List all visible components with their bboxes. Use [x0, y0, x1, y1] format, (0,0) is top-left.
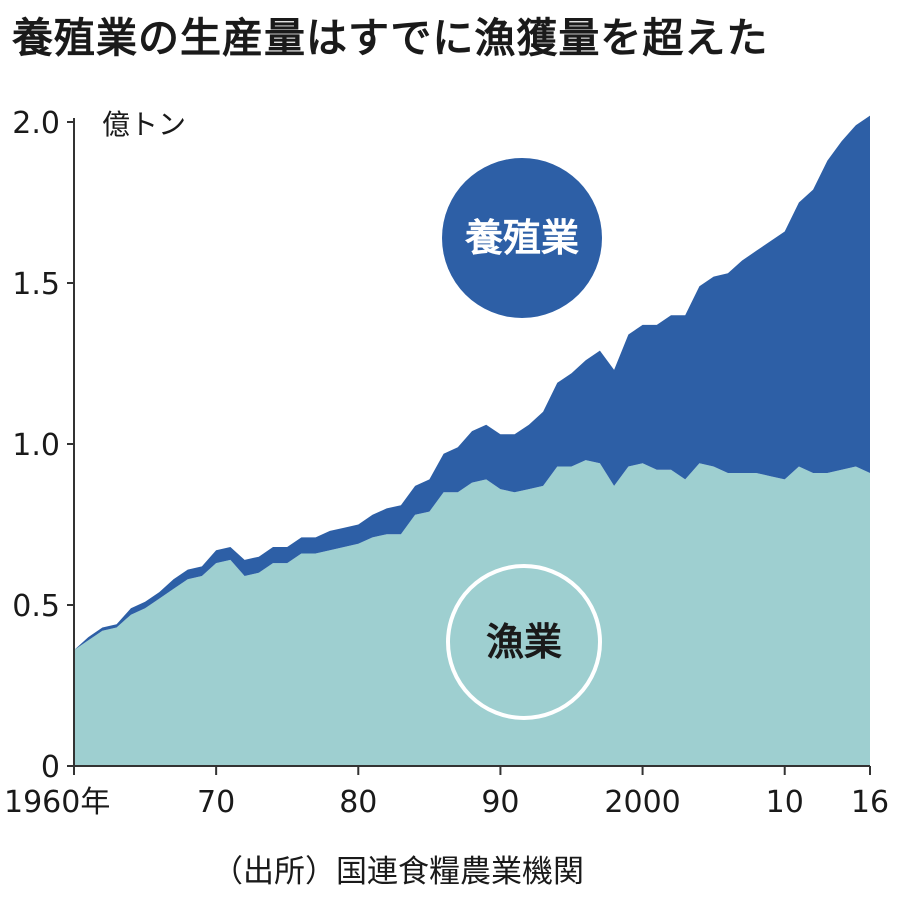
- y-tick-label: 2.0: [12, 106, 60, 141]
- fishery-label: 漁業: [486, 620, 562, 664]
- y-tick-label: 1.5: [12, 267, 60, 302]
- y-tick-label: 0: [41, 750, 60, 785]
- y-axis-unit: 億トン: [102, 108, 186, 141]
- aquaculture-label: 養殖業: [465, 216, 579, 260]
- fishery-label-circle: [446, 564, 602, 720]
- area-layer: [74, 115, 870, 766]
- chart-title: 養殖業の生産量はすでに漁獲量を超えた: [12, 14, 769, 62]
- source-note: （出所）国連食糧農業機関: [212, 854, 584, 890]
- x-tick-label: 70: [197, 785, 235, 820]
- area-series-1: [74, 115, 870, 651]
- x-tick-label: 1960年: [4, 785, 110, 820]
- x-tick-label: 16: [851, 785, 889, 820]
- x-tick-label: 80: [339, 785, 377, 820]
- y-tick-label: 1.0: [12, 428, 60, 463]
- aquaculture-label-circle: [442, 158, 602, 318]
- y-tick-label: 0.5: [12, 589, 60, 624]
- x-tick-label: 2000: [604, 785, 680, 820]
- x-tick-label: 10: [766, 785, 804, 820]
- x-tick-label: 90: [481, 785, 519, 820]
- axes-layer: 0 0.5 1.0 1.5 2.0 1960年 70 80 90 2000 10 16 億トン: [4, 106, 889, 820]
- area-series-0: [74, 460, 870, 766]
